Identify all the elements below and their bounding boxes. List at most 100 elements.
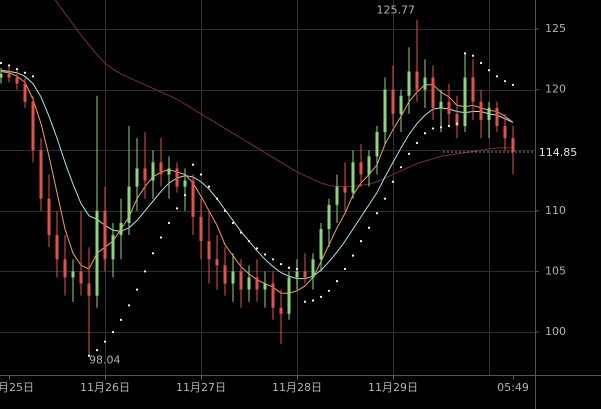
candle-body <box>231 271 235 284</box>
sar-dot <box>503 80 507 83</box>
sar-dot <box>511 83 515 86</box>
sar-dot <box>159 236 163 239</box>
sar-dot <box>255 247 259 250</box>
candle-body <box>447 101 451 114</box>
sar-dot <box>311 299 315 302</box>
sar-dot <box>191 163 195 166</box>
sar-dot <box>111 330 115 334</box>
x-tick-label: 11月25日 <box>0 381 34 394</box>
sar-dot <box>415 141 419 145</box>
low-annotation: 98.04 <box>89 354 121 367</box>
sar-dot <box>135 288 139 291</box>
candle-body <box>127 186 131 223</box>
sar-dot <box>479 61 483 65</box>
candle-body <box>239 271 243 290</box>
candle-body <box>319 228 323 260</box>
sar-dot <box>167 221 171 225</box>
sar-dot <box>23 71 27 74</box>
sar-dot <box>239 231 243 234</box>
sar-dot <box>383 197 387 200</box>
sar-dot <box>335 279 339 283</box>
moving-average-line <box>54 0 513 188</box>
sar-dot <box>463 52 467 55</box>
candle-body <box>415 71 419 90</box>
sar-dot <box>439 126 443 129</box>
sar-dot <box>487 69 491 72</box>
candle-body <box>167 168 171 175</box>
candle-body <box>15 77 19 84</box>
sar-dot <box>447 124 451 128</box>
candle-body <box>119 222 123 236</box>
sar-dot <box>319 295 323 298</box>
sar-dot <box>199 173 203 176</box>
candle-body <box>223 265 227 284</box>
sar-dot <box>223 209 227 212</box>
candle-body <box>47 198 51 236</box>
sar-dot <box>455 122 459 125</box>
x-tick-label: 05:49 <box>497 381 529 394</box>
sar-dot <box>431 127 435 130</box>
candle-body <box>159 162 163 175</box>
candle-body <box>287 277 291 314</box>
sar-dot <box>343 267 347 271</box>
sar-dot <box>399 166 403 169</box>
sar-dot <box>87 354 91 357</box>
sar-dot <box>471 54 475 57</box>
candle-body <box>431 77 435 108</box>
candle-body <box>87 283 91 296</box>
candle-body <box>295 271 299 278</box>
sar-dot <box>127 304 131 307</box>
candle-body <box>31 101 35 151</box>
candle-body <box>391 89 395 114</box>
candle-body <box>183 180 187 187</box>
candle-body <box>95 210 99 296</box>
candle-body <box>143 168 147 181</box>
sar-dot <box>359 240 363 243</box>
grid <box>0 0 535 375</box>
y-tick-label: 110 <box>545 204 566 217</box>
candle-body <box>79 271 83 284</box>
x-tick-label: 11月28日 <box>272 381 322 394</box>
candle-body <box>207 241 211 260</box>
candle-body <box>247 277 251 290</box>
candle-body <box>55 235 59 260</box>
candle-body <box>471 77 475 102</box>
sar-dot <box>231 221 235 225</box>
candle-body <box>335 186 339 205</box>
sar-dot <box>143 270 147 273</box>
candle-body <box>135 168 139 187</box>
candle-body <box>303 271 307 278</box>
y-tick-label: 100 <box>545 325 566 338</box>
sar-dot <box>303 300 307 303</box>
sar-dot <box>103 340 107 343</box>
plot-area: 125.77 98.04 <box>0 0 515 367</box>
last-price-label: 114.85 <box>539 146 578 159</box>
candle-body <box>487 107 491 120</box>
sar-dot <box>367 226 371 229</box>
sar-dot <box>351 254 355 257</box>
candle-body <box>175 168 179 187</box>
sar-dot <box>391 180 395 183</box>
sar-dot <box>175 207 179 210</box>
candle-body <box>191 180 195 217</box>
candle-body <box>215 259 219 266</box>
sar-dot <box>495 75 499 78</box>
candle-body <box>463 77 467 127</box>
candle-body <box>111 235 115 260</box>
high-annotation: 125.77 <box>377 4 416 17</box>
sar-dot <box>0 61 3 65</box>
sar-dot <box>287 266 291 269</box>
candle-body <box>255 277 259 290</box>
sar-dot <box>407 152 411 155</box>
candle-body <box>71 271 75 278</box>
candle-body <box>351 162 355 193</box>
candle-body <box>399 95 403 114</box>
sar-dot <box>247 240 251 243</box>
candle-body <box>439 101 443 108</box>
candle-body <box>271 283 275 308</box>
candle-body <box>39 150 43 199</box>
sar-dot <box>95 349 99 352</box>
candle-body <box>407 71 411 96</box>
candle-body <box>0 73 3 78</box>
